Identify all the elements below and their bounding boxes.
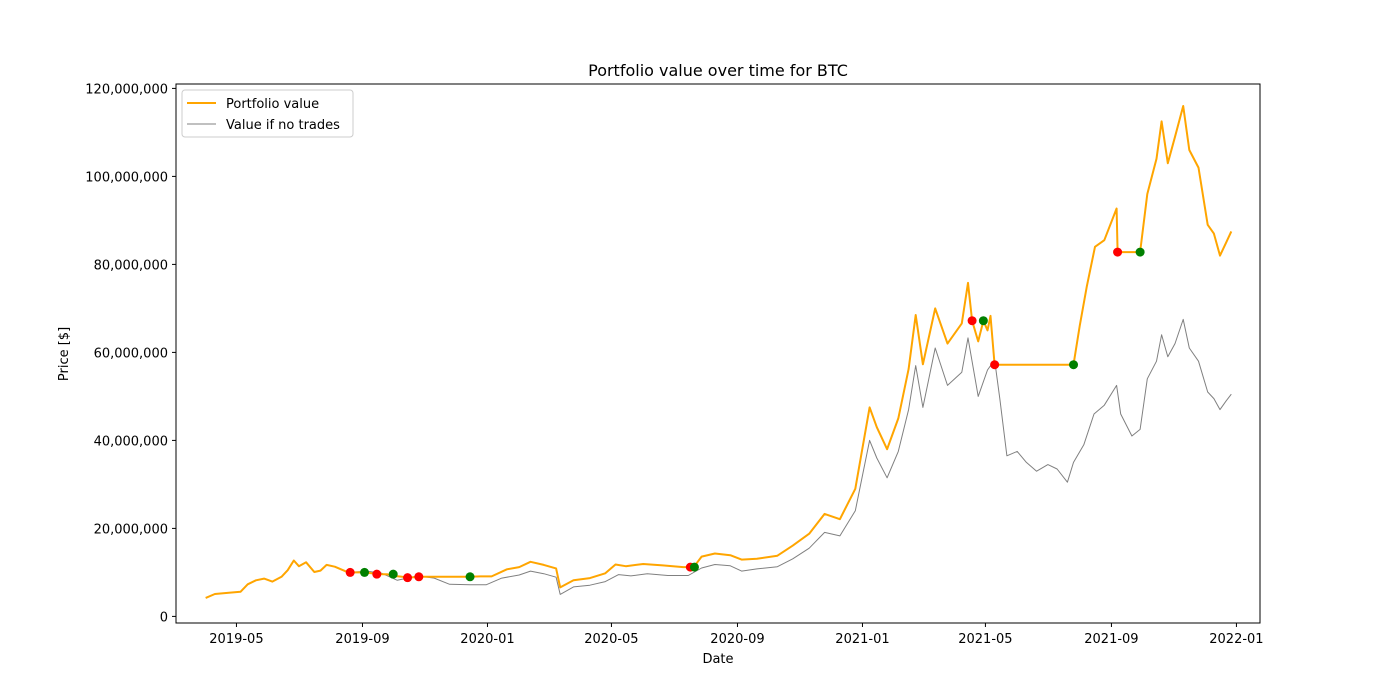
sell-marker [372, 569, 382, 579]
sell-marker [403, 573, 413, 583]
x-tick-label: 2019-09 [335, 632, 389, 647]
x-tick-label: 2020-05 [584, 632, 638, 647]
x-tick-label: 2022-01 [1209, 632, 1263, 647]
series-line-value-if-no-trades [205, 318, 1232, 599]
legend: Portfolio value Value if no trades [181, 89, 354, 138]
y-tick-label: 60,000,000 [94, 346, 168, 361]
y-tick-label: 20,000,000 [94, 522, 168, 537]
y-axis: 0 20,000,000 40,000,000 60,000,000 80,000,00… [85, 82, 176, 625]
y-tick-label: 80,000,000 [94, 258, 168, 273]
buy-marker [1069, 360, 1079, 370]
y-tick-label: 40,000,000 [94, 434, 168, 449]
legend-label-portfolio-value: Portfolio value [226, 97, 319, 112]
sell-marker [990, 360, 1000, 370]
sell-marker [967, 316, 977, 326]
buy-marker [978, 316, 988, 326]
x-tick-label: 2020-01 [460, 632, 514, 647]
y-tick-label: 120,000,000 [85, 82, 168, 97]
x-tick-label: 2019-05 [209, 632, 263, 647]
legend-label-value-if-no-trades: Value if no trades [226, 118, 340, 133]
buy-marker [465, 572, 475, 582]
y-axis-title: Price [$] [57, 327, 72, 381]
sell-marker [345, 567, 355, 577]
sell-marker [1113, 247, 1123, 257]
buy-marker [388, 569, 398, 579]
y-tick-label: 100,000,000 [85, 170, 168, 185]
x-tick-label: 2021-09 [1084, 632, 1138, 647]
y-tick-label: 0 [160, 610, 168, 625]
plot-area [205, 105, 1233, 599]
x-tick-label: 2021-01 [835, 632, 889, 647]
buy-marker [689, 562, 699, 572]
x-axis: 2019-05 2019-09 2020-01 2020-05 2020-09 2021-… [209, 623, 1264, 647]
chart-title: Portfolio value over time for BTC [588, 61, 848, 80]
x-tick-label: 2020-09 [710, 632, 764, 647]
x-tick-label: 2021-05 [958, 632, 1012, 647]
legend-box [181, 89, 354, 138]
sell-marker [414, 572, 424, 582]
plot-frame [175, 83, 1261, 624]
x-axis-title: Date [702, 652, 733, 667]
series-line-portfolio-value [205, 105, 1233, 599]
buy-marker [360, 567, 370, 577]
buy-marker [1135, 247, 1145, 257]
